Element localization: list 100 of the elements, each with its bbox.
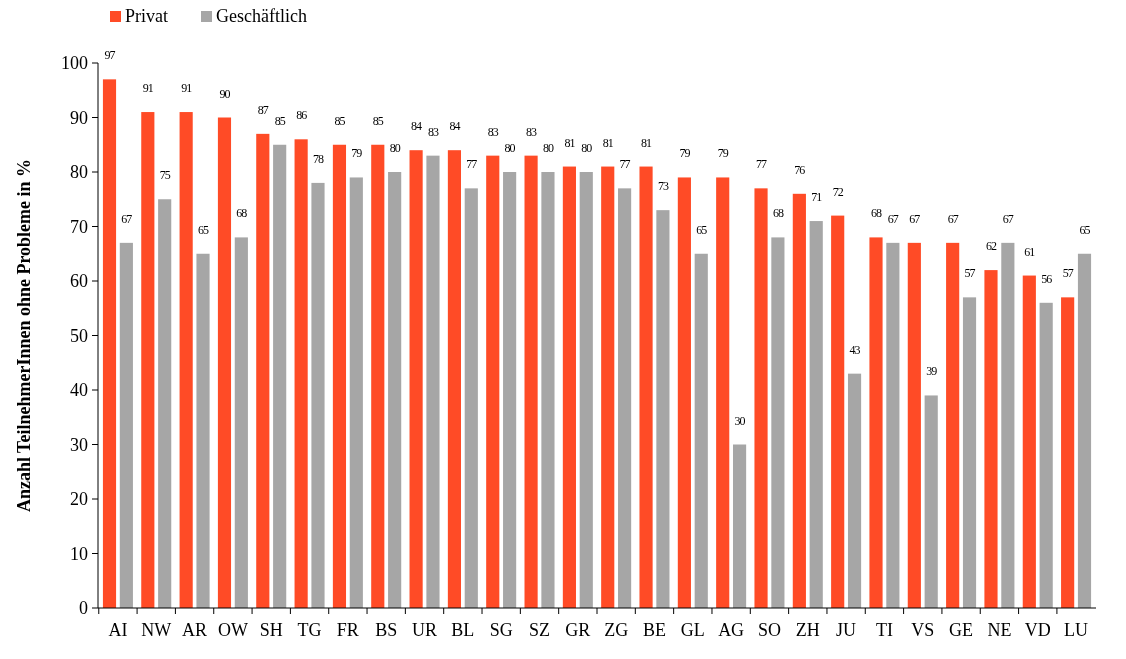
- data-label: 68: [236, 206, 248, 221]
- x-tick-label: BS: [375, 620, 398, 640]
- bar: [677, 177, 691, 608]
- data-label: 79: [679, 146, 691, 161]
- y-tick-label: 0: [79, 598, 88, 619]
- bar: [946, 242, 960, 608]
- data-label: 77: [466, 157, 478, 172]
- data-label: 84: [411, 119, 423, 134]
- data-label: 56: [1041, 271, 1053, 286]
- bar: [388, 172, 402, 608]
- y-axis-title: Anzahl TeilnehmerInnen ohne Probleme in %: [14, 158, 34, 513]
- bar: [426, 155, 440, 608]
- x-tick-label: VD: [1024, 620, 1051, 640]
- y-tick-label: 90: [70, 107, 88, 128]
- x-tick-label: FR: [336, 620, 359, 640]
- x-tick-label: LU: [1064, 620, 1089, 640]
- data-label: 85: [334, 113, 346, 128]
- bar: [447, 150, 462, 608]
- bar: [1001, 242, 1015, 608]
- data-label: 79: [717, 146, 729, 161]
- data-label: 80: [542, 141, 554, 155]
- bar: [792, 193, 806, 608]
- x-tick-label: NE: [987, 620, 1012, 640]
- data-label: 39: [926, 364, 938, 379]
- x-tick-label: TG: [297, 620, 322, 640]
- x-tick-label: SG: [489, 620, 513, 640]
- bar: [256, 133, 270, 608]
- data-label: 83: [526, 124, 538, 139]
- y-tick-label: 20: [70, 489, 88, 510]
- data-label: 68: [772, 206, 784, 221]
- x-tick-label: SO: [757, 620, 781, 640]
- bar: [464, 188, 478, 608]
- data-label: 73: [657, 179, 669, 194]
- data-label: 65: [1079, 222, 1091, 237]
- bar: [656, 210, 670, 608]
- x-tick-label: BL: [451, 620, 475, 640]
- x-tick-label: TI: [875, 620, 893, 640]
- data-label: 77: [619, 157, 631, 172]
- bar: [119, 242, 133, 608]
- bar: [809, 221, 823, 608]
- y-tick-label: 50: [70, 325, 88, 346]
- x-tick-label: GE: [949, 620, 974, 640]
- data-label: 81: [641, 135, 653, 150]
- bar: [754, 188, 768, 608]
- x-tick-label: ZG: [604, 620, 629, 640]
- bar: [562, 166, 576, 608]
- data-label: 62: [985, 239, 997, 254]
- bar: [102, 79, 117, 608]
- data-label: 81: [564, 135, 576, 150]
- x-tick-label: VS: [911, 620, 935, 640]
- bar: [847, 373, 862, 608]
- data-label: 57: [1062, 266, 1074, 281]
- bar: [694, 253, 708, 608]
- bar: [716, 177, 730, 608]
- bar: [639, 166, 653, 608]
- y-tick-label: 10: [70, 543, 88, 564]
- data-label: 97: [104, 48, 116, 63]
- bar: [332, 144, 347, 608]
- data-label: 90: [219, 86, 231, 101]
- x-tick-label: AG: [718, 620, 745, 640]
- data-label: 71: [811, 190, 823, 205]
- bar: [179, 112, 193, 608]
- bar: [158, 199, 172, 608]
- bar: [524, 155, 538, 608]
- bar: [196, 253, 210, 608]
- legend-label: Privat: [125, 6, 168, 26]
- bar: [601, 166, 615, 608]
- x-tick-label: SZ: [529, 620, 551, 640]
- x-tick-label: ZH: [795, 620, 820, 640]
- data-label: 68: [871, 206, 883, 221]
- y-tick-label: 70: [70, 216, 88, 237]
- data-label: 65: [198, 222, 210, 237]
- bar: [771, 237, 785, 608]
- y-tick-label: 40: [70, 380, 88, 401]
- bar: [294, 139, 308, 608]
- data-label: 67: [121, 211, 133, 226]
- bar: [733, 444, 747, 608]
- data-label: 65: [696, 222, 708, 237]
- x-tick-label: JU: [836, 620, 857, 640]
- legend-label: Geschäftlich: [216, 6, 307, 26]
- bar: [1022, 275, 1036, 608]
- x-tick-label: AI: [108, 620, 128, 640]
- bar: [1039, 302, 1053, 608]
- bar: [503, 172, 517, 608]
- bar: [907, 242, 921, 608]
- y-tick-label: 100: [61, 53, 88, 74]
- data-label: 85: [274, 113, 286, 128]
- data-label: 81: [602, 135, 614, 150]
- data-label: 80: [389, 141, 401, 155]
- x-tick-label: OW: [217, 620, 248, 640]
- bar: [579, 172, 593, 608]
- data-label: 43: [849, 342, 861, 357]
- data-label: 67: [909, 211, 921, 226]
- data-label: 80: [504, 141, 516, 155]
- bar: [962, 297, 977, 608]
- data-label: 67: [887, 211, 899, 226]
- bar: [869, 237, 883, 608]
- x-tick-label: NW: [141, 620, 172, 640]
- bar: [541, 172, 555, 608]
- bar: [141, 112, 155, 608]
